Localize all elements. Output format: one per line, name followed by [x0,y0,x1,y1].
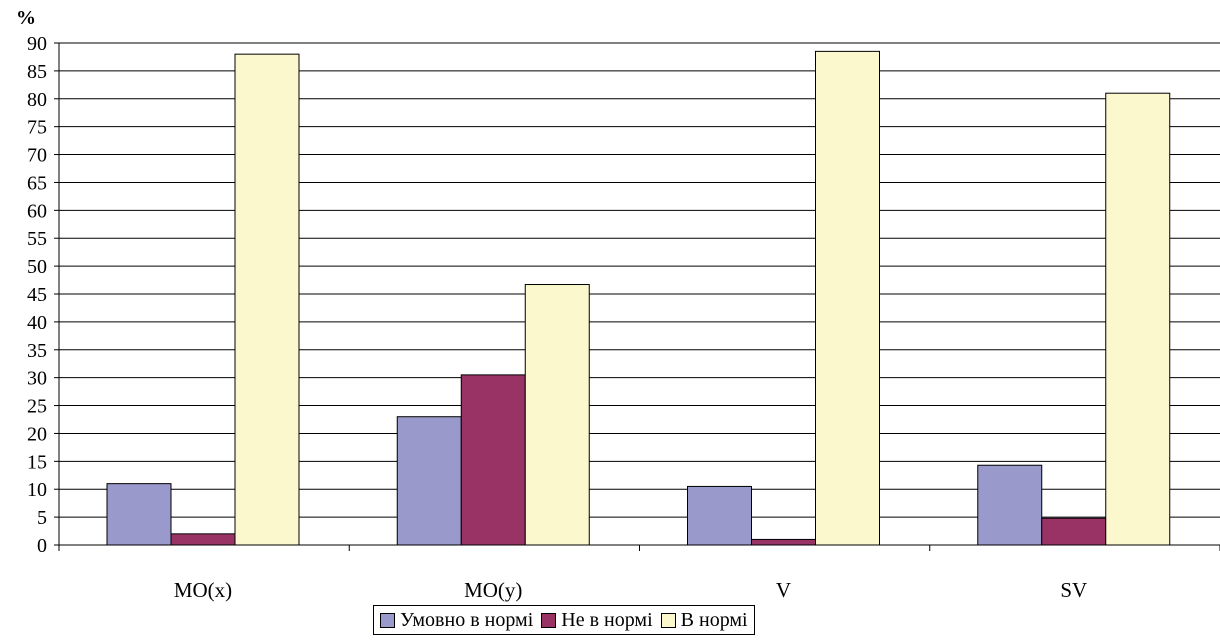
y-tick-label: 10 [27,479,47,501]
y-tick-label: 65 [27,172,47,194]
legend-item-not-normal: Не в нормі [541,608,653,632]
y-tick-label: 70 [27,145,47,167]
y-tick-label: 20 [27,423,47,445]
legend-swatch-not-normal [541,612,557,628]
bar [687,485,752,546]
bar [234,53,300,546]
x-tick-label: MO(y) [464,578,522,602]
bar [1105,92,1171,546]
y-tick-label: 25 [27,396,47,418]
bar [460,374,526,546]
bar [751,538,816,546]
legend-swatch-conditionally-normal [380,612,395,628]
y-tick-label: 50 [27,256,47,278]
axes [54,42,1220,551]
bar [815,50,880,546]
y-tick-label: 90 [27,33,47,55]
x-tick-label: V [776,578,791,602]
legend-label-conditionally-normal: Умовно в нормі [400,608,534,631]
y-tick-label: 40 [27,312,47,334]
gridlines [59,42,1220,518]
legend-item-normal: В нормі [660,608,748,632]
bar [170,533,236,546]
y-tick-label: 85 [27,61,47,83]
x-tick-label: SV [1060,578,1087,602]
legend-label-normal: В нормі [680,608,748,631]
bar [977,464,1043,546]
bar [524,284,590,546]
y-tick-label: 5 [37,507,47,529]
legend-item-conditionally-normal: Умовно в нормі [380,609,533,632]
y-tick-label: 75 [27,117,47,139]
bar [106,483,172,546]
y-tick-label: 80 [27,89,47,111]
legend-swatch-normal [660,612,676,628]
bar [396,416,462,546]
legend: Умовно в нормі Не в нормі В нормі [373,605,755,635]
y-tick-label: 35 [27,340,47,362]
legend-label-not-normal: Не в нормі [561,608,653,631]
bar [1041,517,1107,546]
y-tick-labels: 0 5 10 15 20 25 30 35 40 45 50 55 60 65 70 75 80 85 90 [27,33,47,557]
y-tick-label: 45 [27,284,47,306]
y-tick-label: 30 [27,368,47,390]
y-axis-title: % [16,7,36,29]
y-tick-label: 15 [27,451,47,473]
y-tick-label: 60 [27,200,47,222]
y-tick-label: 0 [37,535,47,557]
bars [106,50,1171,546]
y-tick-label: 55 [27,228,47,250]
x-tick-labels: MO(x) MO(y) V SV [174,578,1087,602]
x-tick-label: MO(x) [174,578,232,602]
